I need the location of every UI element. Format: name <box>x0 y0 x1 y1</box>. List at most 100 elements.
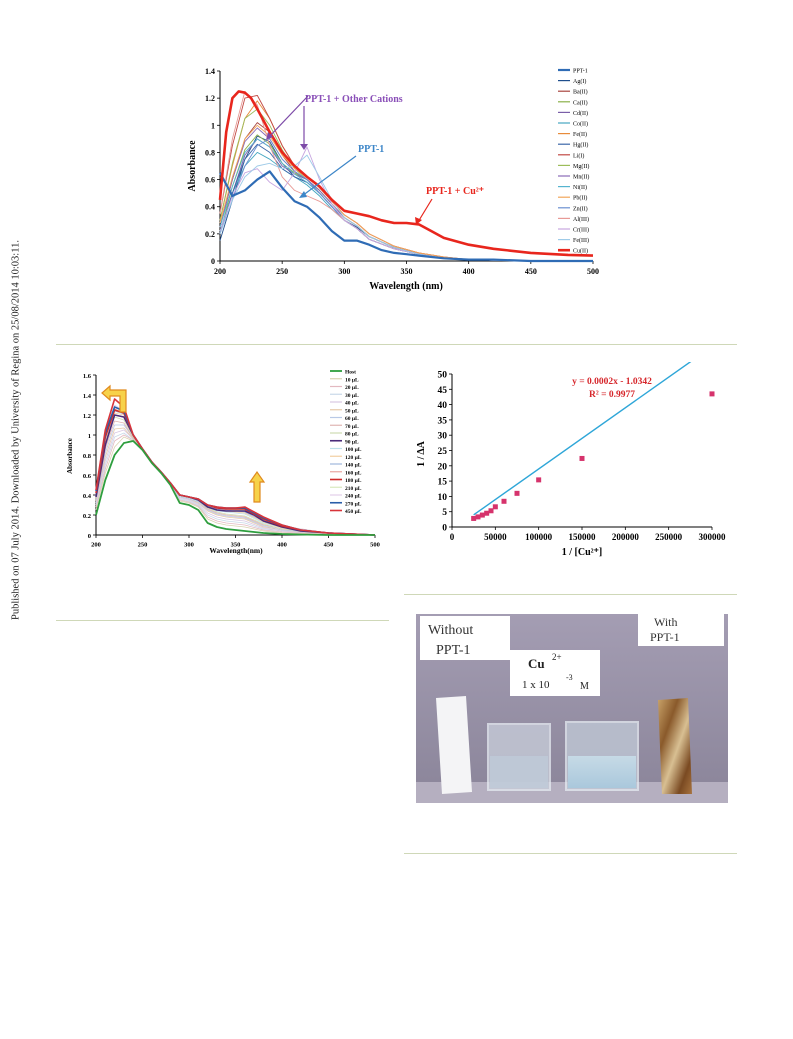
y-tick-label: 0 <box>442 524 447 534</box>
legend-label: 210 µL <box>345 486 362 492</box>
data-point <box>536 477 542 483</box>
x-tick-label: 350 <box>231 542 241 549</box>
y-tick-label: 40 <box>438 401 448 411</box>
test-strip-photo: Without PPT-1 Cu 2+ 1 x 10 -3 M With PPT… <box>416 614 728 803</box>
x-tick-label: 450 <box>324 542 334 549</box>
label-cu-charge: 2+ <box>552 652 562 662</box>
y-tick-label: 1 <box>211 121 215 130</box>
legend-label: 240 µL <box>345 494 362 500</box>
legend-label: PPT-1 <box>573 69 588 75</box>
label-without: Without <box>428 623 473 638</box>
up-arrow-uv <box>101 384 127 413</box>
x-tick-label: 100000 <box>525 532 553 542</box>
x-tick-label: 50000 <box>484 532 507 542</box>
arrow-other-cations-1 <box>267 95 309 139</box>
x-tick-label: 200 <box>214 267 226 276</box>
y-tick-label: 50 <box>438 371 448 381</box>
data-point <box>579 455 585 461</box>
series-lines <box>95 398 376 536</box>
annotation-cu: PPT-1 + Cu²⁺ <box>426 186 484 197</box>
series-line <box>219 127 593 262</box>
data-point <box>488 508 494 514</box>
y-axis-label: Absorbance <box>187 140 198 192</box>
fit-line <box>473 362 692 516</box>
series-line <box>218 90 594 257</box>
x-tick-label: 250000 <box>655 532 683 542</box>
arrowhead-cu <box>415 217 422 225</box>
trend-line <box>473 362 692 516</box>
arrowhead-ppt1 <box>299 191 307 198</box>
y-tick-label: 0.2 <box>83 513 91 520</box>
titration-spectra-chart: 0 0.2 0.4 0.6 0.8 1 1.2 1.4 1.6 200 250 300 350 400 4… <box>66 370 380 556</box>
series-line <box>219 154 593 262</box>
legend-label: Co(II) <box>573 121 588 128</box>
legend-label: 180 µL <box>345 478 362 484</box>
y-tick-label: 1.4 <box>83 393 92 400</box>
series-line <box>95 398 376 536</box>
label-card-without <box>420 616 510 660</box>
y-tick-label: 1.2 <box>205 94 215 103</box>
y-tick-label: 25 <box>438 447 448 457</box>
y-tick-label: 5 <box>442 508 447 518</box>
x-tick-label: 300 <box>184 542 194 549</box>
series-line <box>95 434 376 536</box>
label-concentration: 1 x 10 <box>522 679 550 691</box>
data-point <box>709 391 715 397</box>
x-tick-label: 0 <box>450 532 455 542</box>
legend: PPT-1 Ag(I) Ba(II) Ca(II) Cd(II) Co(II) Fe(II)… <box>558 69 589 255</box>
label-unit: M <box>580 681 589 692</box>
y-tick-label: 1.4 <box>205 67 215 76</box>
arrow-cu <box>417 198 433 223</box>
series-line <box>219 170 593 263</box>
divider-full <box>56 344 737 345</box>
label-card-cu <box>510 650 600 696</box>
legend-label: 140 µL <box>345 463 362 469</box>
data-point <box>475 514 481 520</box>
data-point <box>501 498 507 504</box>
x-tick-label: 500 <box>587 267 599 276</box>
label-cu: Cu <box>528 656 545 671</box>
x-tick-labels: 0 50000 100000 150000 200000 250000 300000 <box>450 527 726 542</box>
y-tick-label: 30 <box>438 432 448 442</box>
x-tick-label: 200000 <box>612 532 640 542</box>
legend-label: 70 µL <box>345 424 359 430</box>
legend-label: Ag(I) <box>573 78 586 85</box>
series-line <box>219 90 593 262</box>
legend-label: 120 µL <box>345 455 362 461</box>
r-squared: R² = 0.9977 <box>589 390 635 400</box>
legend-label: Cu(II) <box>573 248 588 255</box>
x-tick-label: 200 <box>91 542 101 549</box>
legend-label: 90 µL <box>345 439 359 445</box>
straight-arrow <box>248 470 266 503</box>
legend-label: 450 µL <box>345 509 362 515</box>
series-line <box>95 424 376 536</box>
data-points <box>471 391 715 521</box>
x-tick-label: 250 <box>138 542 148 549</box>
series-line <box>95 432 376 536</box>
series-line <box>219 124 593 262</box>
divider-right-2 <box>404 853 737 854</box>
y-tick-label: 10 <box>438 493 448 503</box>
arrowhead-other-cations-1 <box>266 132 273 140</box>
cation-spectra-chart: 0 0.2 0.4 0.6 0.8 1 1.2 1.4 200 250 300 350 400 450 5… <box>187 67 599 292</box>
y-tick-label: 35 <box>438 416 448 426</box>
benesi-hildebrand-plot: 0 5 10 15 20 25 30 35 40 45 50 0 50000 100000 150000 2… <box>416 362 726 558</box>
x-axis-label: 1 / [Cu²⁺] <box>562 547 603 558</box>
legend-label: Mn(II) <box>573 174 589 181</box>
data-point <box>471 515 477 521</box>
legend-label: Ba(II) <box>573 89 588 96</box>
x-tick-label: 300 <box>338 267 350 276</box>
x-axis-label: Wavelength(nm) <box>209 546 263 555</box>
legend-label: Ni(II) <box>573 184 587 191</box>
x-tick-label: 150000 <box>569 532 597 542</box>
legend-label: Cr(III) <box>573 227 589 234</box>
legend-label: 10 µL <box>345 377 359 383</box>
data-point <box>479 512 485 518</box>
legend-label: Fe(III) <box>573 237 589 244</box>
label-exponent: -3 <box>566 673 573 682</box>
legend-label: Mg(II) <box>573 163 589 170</box>
y-tick-label: 0.4 <box>205 203 215 212</box>
series-line <box>219 138 593 262</box>
annotation-other-cations: PPT-1 + Other Cations <box>305 94 403 105</box>
y-tick-labels: 0 0.2 0.4 0.6 0.8 1 1.2 1.4 <box>205 67 220 266</box>
